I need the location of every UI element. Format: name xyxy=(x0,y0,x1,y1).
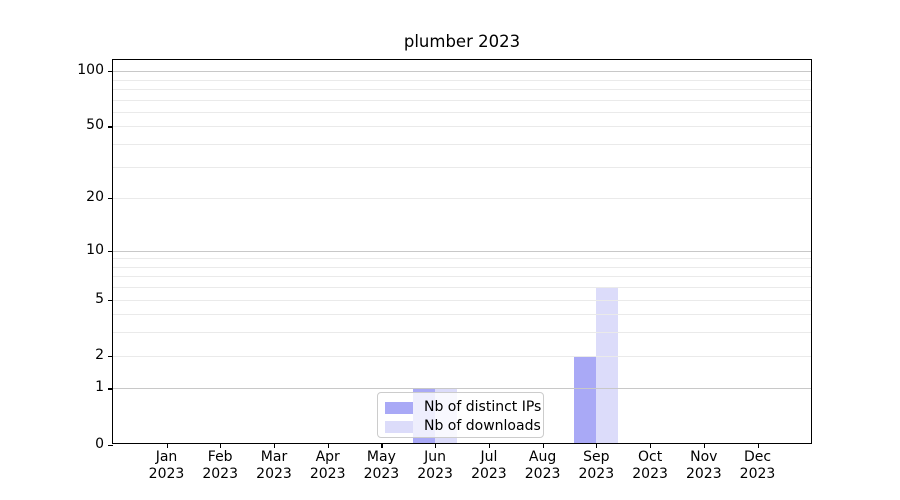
gridline-minor-90 xyxy=(113,79,811,81)
y-tick-20 xyxy=(108,198,113,200)
y-tick-5 xyxy=(108,299,113,301)
plot-area xyxy=(112,59,812,444)
x-tick-label-oct-2023: Oct 2023 xyxy=(632,449,668,482)
legend: Nb of distinct IPs Nb of downloads xyxy=(377,392,544,438)
gridline-major-100 xyxy=(113,71,811,73)
y-tick-10 xyxy=(108,250,113,252)
y-tick-2 xyxy=(108,355,113,357)
bar-nb-of-downloads-sep-2023 xyxy=(596,287,619,443)
x-tick-label-sep-2023: Sep 2023 xyxy=(578,449,615,482)
bar-nb-of-distinct-ips-sep-2023 xyxy=(574,355,597,443)
x-tick-mar-2023 xyxy=(274,444,276,448)
x-tick-label-jul-2023: Jul 2023 xyxy=(471,449,507,482)
y-tick-label-50: 50 xyxy=(86,117,104,134)
x-tick-nov-2023 xyxy=(703,444,705,448)
gridline-minor-4 xyxy=(113,314,811,316)
legend-label-downloads: Nb of downloads xyxy=(424,418,541,434)
x-tick-oct-2023 xyxy=(650,444,652,448)
x-tick-label-may-2023: May 2023 xyxy=(363,449,400,482)
gridline-major-1 xyxy=(113,388,811,390)
gridline-minor-7 xyxy=(113,276,811,278)
y-tick-label-10: 10 xyxy=(86,241,104,258)
gridline-minor-9 xyxy=(113,258,811,260)
y-tick-label-0: 0 xyxy=(95,435,104,452)
gridline-minor-40 xyxy=(113,144,811,145)
gridline-minor-6 xyxy=(113,287,811,289)
x-tick-dec-2023 xyxy=(757,444,759,448)
gridline-minor-2 xyxy=(113,355,811,357)
legend-label-ips: Nb of distinct IPs xyxy=(424,399,542,415)
x-tick-label-dec-2023: Dec 2023 xyxy=(739,449,776,482)
gridline-minor-60 xyxy=(113,111,811,113)
y-tick-label-100: 100 xyxy=(77,62,104,79)
chart-title: plumber 2023 xyxy=(403,32,521,51)
x-tick-label-mar-2023: Mar 2023 xyxy=(256,449,292,482)
legend-entry-distinct-ips: Nb of distinct IPs xyxy=(385,398,542,417)
gridline-minor-30 xyxy=(113,166,811,168)
y-tick-label-2: 2 xyxy=(95,346,104,363)
gridline-minor-50 xyxy=(113,126,811,128)
legend-swatch-ips xyxy=(385,401,413,414)
x-tick-label-aug-2023: Aug 2023 xyxy=(524,449,561,482)
gridline-minor-5 xyxy=(113,299,811,301)
x-tick-label-jun-2023: Jun 2023 xyxy=(417,449,453,482)
x-tick-jan-2023 xyxy=(166,444,168,448)
y-tick-label-20: 20 xyxy=(86,189,104,206)
legend-swatch-downloads xyxy=(385,420,413,433)
gridline-minor-3 xyxy=(113,332,811,334)
y-tick-label-5: 5 xyxy=(95,290,104,307)
x-tick-label-apr-2023: Apr 2023 xyxy=(309,449,346,482)
gridline-minor-20 xyxy=(113,198,811,200)
legend-entry-downloads: Nb of downloads xyxy=(385,417,541,436)
y-tick-50 xyxy=(108,126,113,128)
y-tick-label-1: 1 xyxy=(95,379,104,396)
x-tick-label-feb-2023: Feb 2023 xyxy=(202,449,238,482)
y-tick-0 xyxy=(108,444,113,446)
y-tick-100 xyxy=(108,71,113,73)
x-tick-aug-2023 xyxy=(542,444,544,448)
x-tick-apr-2023 xyxy=(327,444,329,448)
gridline-minor-8 xyxy=(113,266,811,268)
x-tick-jun-2023 xyxy=(435,444,437,448)
gridline-minor-70 xyxy=(113,99,811,101)
x-tick-jul-2023 xyxy=(488,444,491,448)
x-tick-label-nov-2023: Nov 2023 xyxy=(685,449,722,482)
x-tick-sep-2023 xyxy=(596,444,598,448)
x-tick-feb-2023 xyxy=(220,444,222,448)
x-tick-label-jan-2023: Jan 2023 xyxy=(148,449,185,482)
x-tick-may-2023 xyxy=(381,444,383,448)
gridline-minor-80 xyxy=(113,88,811,90)
y-tick-1 xyxy=(108,388,113,390)
gridline-major-10 xyxy=(113,250,811,252)
